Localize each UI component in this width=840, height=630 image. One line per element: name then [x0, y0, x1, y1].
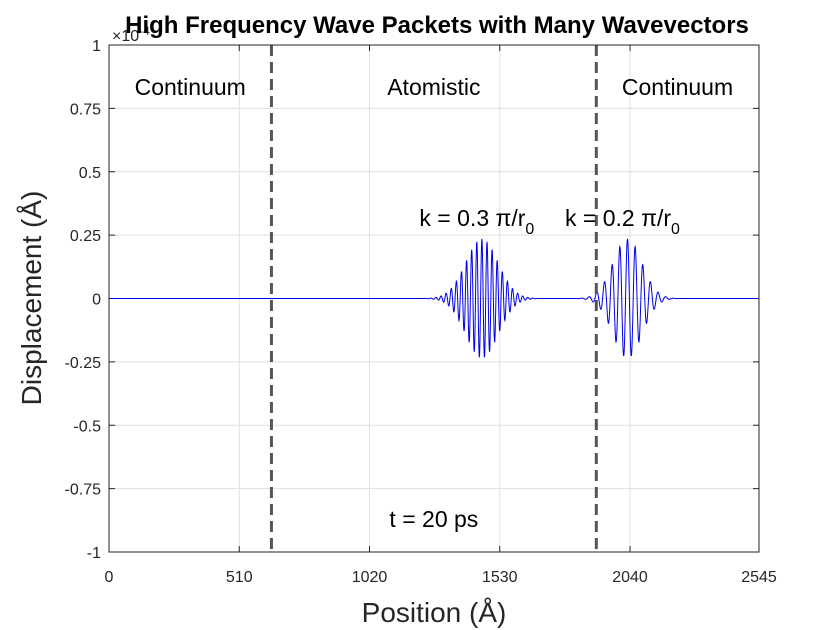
axes-box: [108, 44, 760, 553]
region-label: Continuum: [622, 74, 733, 100]
region-label: Atomistic: [387, 74, 480, 100]
x-tick-label: 1020: [352, 569, 388, 586]
packet-label: k = 0.3 π/r0: [419, 205, 534, 238]
region-label: Continuum: [135, 74, 246, 100]
y-tick-label: -0.75: [65, 482, 102, 499]
chart-title: High Frequency Wave Packets with Many Wa…: [125, 12, 749, 39]
y-tick-label: 0: [92, 292, 101, 309]
y-tick-label: -1: [87, 545, 101, 562]
y-tick-label: -0.25: [65, 355, 102, 372]
packet-label: k = 0.2 π/r0: [565, 205, 680, 238]
x-tick-label: 2545: [741, 569, 777, 586]
x-axis-label: Position (Å): [362, 597, 507, 628]
annotations: Continuum Atomistic Continuum k = 0.3 π/r0 k…: [135, 74, 734, 532]
x-tick-label: 1530: [482, 569, 518, 586]
y-tick-label: 0.25: [70, 228, 101, 245]
x-tick-label: 0: [105, 569, 114, 586]
time-annotation: t = 20 ps: [389, 506, 478, 532]
x-tick-labels: 0 510 1020 1530 2040 2545: [105, 569, 777, 586]
series-line: [109, 238, 759, 358]
y-axis-label: Displacement (Å): [16, 191, 47, 406]
y-scale-factor: ×10-4: [112, 24, 150, 45]
y-tick-label: -0.5: [73, 418, 101, 435]
y-tick-label: 0.75: [70, 101, 101, 118]
series-layer: [109, 238, 759, 358]
y-tick-labels: -1 -0.75 -0.5 -0.25 0 0.25 0.5 0.75 1: [65, 38, 102, 562]
x-tick-label: 2040: [612, 569, 648, 586]
y-tick-label: 0.5: [79, 165, 101, 182]
y-tick-label: 1: [92, 38, 101, 55]
x-tick-label: 510: [226, 569, 253, 586]
